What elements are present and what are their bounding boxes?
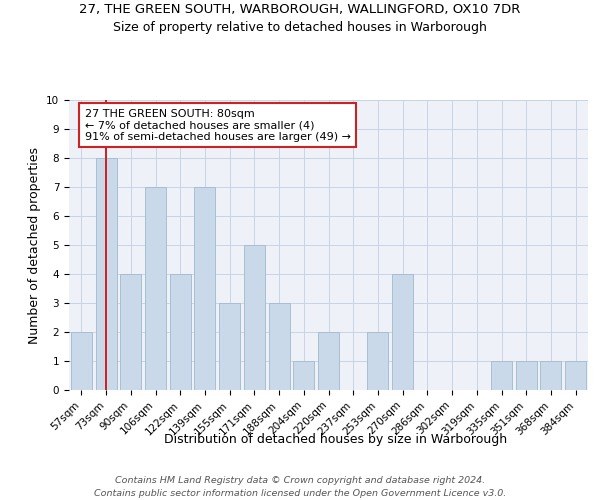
- Bar: [194, 187, 215, 390]
- Bar: [293, 361, 314, 390]
- Bar: [71, 332, 92, 390]
- Bar: [491, 361, 512, 390]
- Bar: [367, 332, 388, 390]
- Bar: [120, 274, 141, 390]
- Bar: [170, 274, 191, 390]
- Bar: [145, 187, 166, 390]
- Text: 27 THE GREEN SOUTH: 80sqm
← 7% of detached houses are smaller (4)
91% of semi-de: 27 THE GREEN SOUTH: 80sqm ← 7% of detach…: [85, 108, 350, 142]
- Text: Size of property relative to detached houses in Warborough: Size of property relative to detached ho…: [113, 21, 487, 34]
- Bar: [219, 303, 240, 390]
- Bar: [516, 361, 537, 390]
- Bar: [95, 158, 116, 390]
- Bar: [541, 361, 562, 390]
- Bar: [318, 332, 339, 390]
- Bar: [565, 361, 586, 390]
- Bar: [392, 274, 413, 390]
- Text: Contains HM Land Registry data © Crown copyright and database right 2024.: Contains HM Land Registry data © Crown c…: [115, 476, 485, 485]
- Y-axis label: Number of detached properties: Number of detached properties: [28, 146, 41, 344]
- Bar: [244, 245, 265, 390]
- Bar: [269, 303, 290, 390]
- Text: Contains public sector information licensed under the Open Government Licence v3: Contains public sector information licen…: [94, 489, 506, 498]
- Text: Distribution of detached houses by size in Warborough: Distribution of detached houses by size …: [164, 432, 508, 446]
- Text: 27, THE GREEN SOUTH, WARBOROUGH, WALLINGFORD, OX10 7DR: 27, THE GREEN SOUTH, WARBOROUGH, WALLING…: [79, 2, 521, 16]
